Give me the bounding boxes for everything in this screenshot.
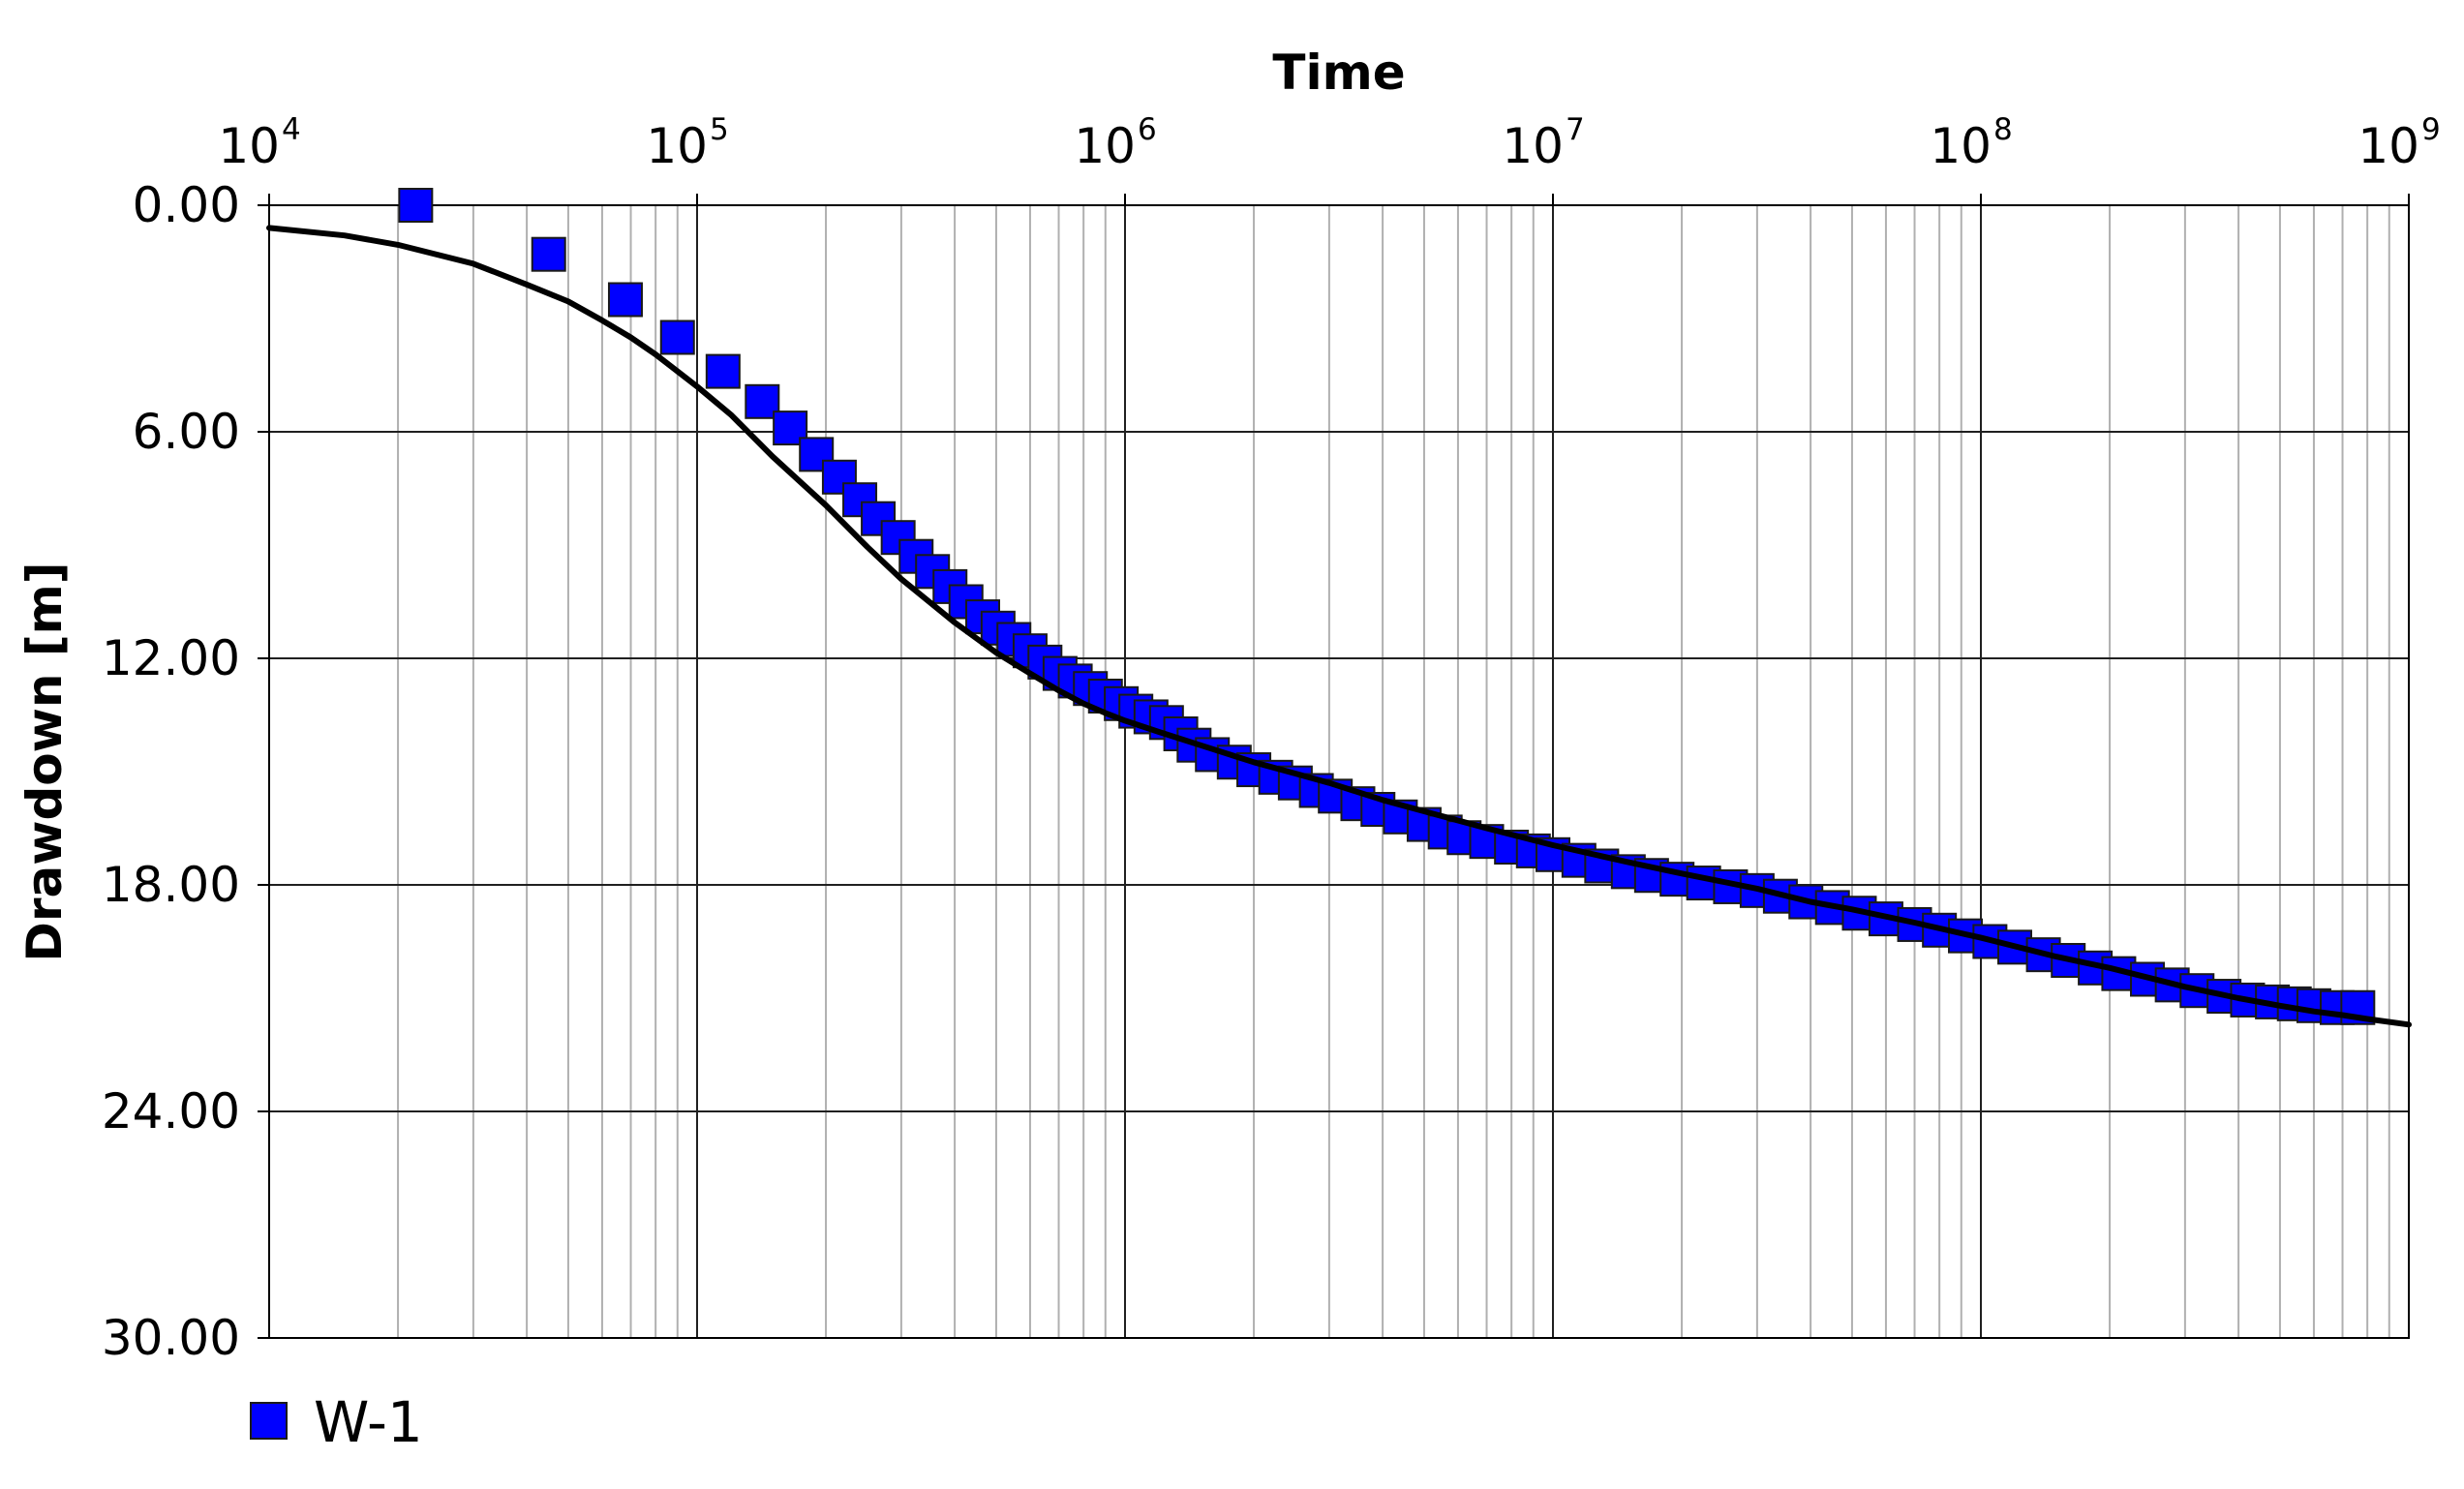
- legend: W-1: [250, 1389, 423, 1455]
- x-tick-labels: 104 105 106 107 108 109: [218, 112, 2440, 174]
- x-tick-label: 104: [218, 112, 300, 174]
- plot-area-frame: [268, 204, 2410, 1339]
- x-tick-label: 107: [1502, 112, 1584, 174]
- legend-swatch-w1: [250, 1402, 288, 1440]
- minor-gridlines: [397, 205, 2390, 1338]
- y-tick-label: 6.00: [133, 404, 240, 460]
- y-tick-label: 30.00: [102, 1310, 240, 1366]
- x-tick-label: 108: [1930, 112, 2012, 174]
- x-tick-label: 109: [2358, 112, 2440, 174]
- y-axis-title: Drawdown [m]: [16, 562, 73, 961]
- model-curve-line: [266, 225, 2412, 1028]
- x-axis-title: Time: [1272, 45, 1405, 101]
- data-point-marker: [607, 282, 643, 318]
- data-point-marker: [659, 319, 695, 355]
- data-point-marker: [705, 353, 741, 389]
- y-tick-label: 18.00: [102, 857, 240, 913]
- data-point-marker: [531, 236, 566, 272]
- data-point-marker: [398, 188, 434, 223]
- y-tick-label: 12.00: [102, 630, 240, 686]
- x-tick-label: 106: [1074, 112, 1156, 174]
- y-tick-label: 24.00: [102, 1083, 240, 1140]
- x-tick-label: 105: [646, 112, 728, 174]
- y-tick-labels: 0.00 6.00 12.00 18.00 24.00 30.00: [102, 177, 240, 1366]
- data-point-marker: [861, 501, 897, 536]
- y-tick-label: 0.00: [133, 177, 240, 233]
- legend-label-w1: W-1: [314, 1389, 423, 1455]
